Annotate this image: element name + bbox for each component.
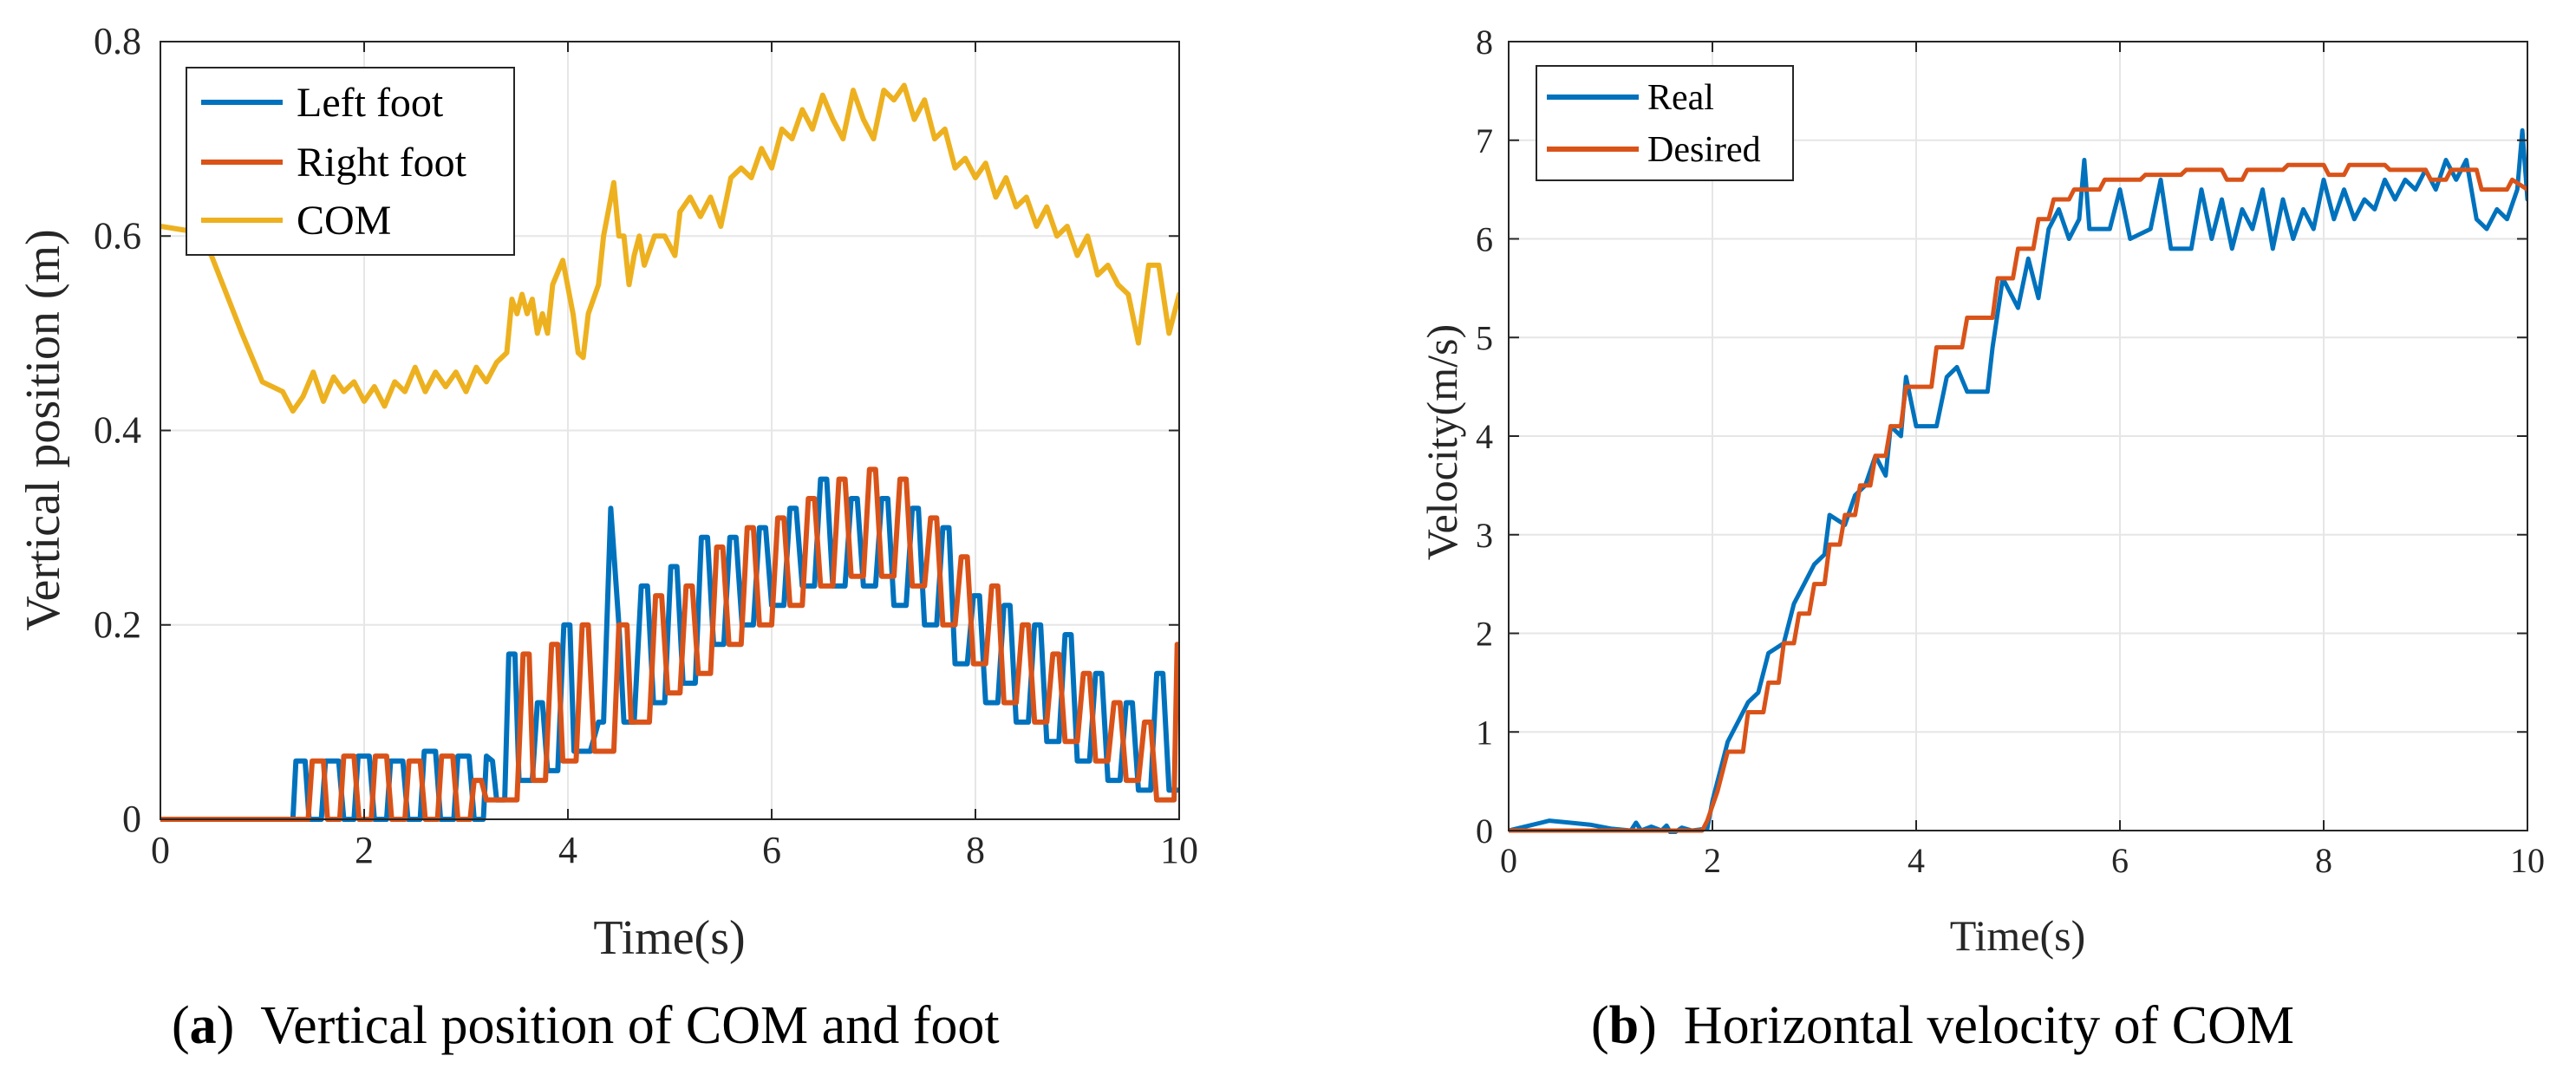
b-ytick-label-0: 0 bbox=[1476, 812, 1493, 851]
b-ticks: 0 2 4 6 8 10 0 1 2 3 4 5 6 7 8 bbox=[1476, 23, 2545, 880]
b-legend: Real Desired bbox=[1536, 65, 1794, 181]
b-series-desired bbox=[1509, 162, 2527, 833]
b-xtick-label-2: 4 bbox=[1908, 841, 1925, 880]
caption-a-text: Vertical position of COM and foot bbox=[260, 996, 1000, 1055]
a-legend-right-foot: Right foot bbox=[297, 140, 467, 186]
a-xtick-label-1: 2 bbox=[355, 829, 374, 871]
caption-b-label: b bbox=[1608, 996, 1640, 1055]
b-xtick-label-0: 0 bbox=[1500, 841, 1517, 880]
b-legend-real: Real bbox=[1647, 78, 1714, 118]
a-ytick-label-3: 0.6 bbox=[94, 214, 141, 257]
caption-b: (b) Horizontal velocity of COM bbox=[1591, 996, 2295, 1055]
b-ytick-label-1: 1 bbox=[1476, 713, 1493, 752]
a-xtick-label-5: 10 bbox=[1160, 829, 1198, 871]
a-xtick-label-4: 8 bbox=[966, 829, 985, 871]
b-ytick-label-3: 3 bbox=[1476, 516, 1493, 555]
a-xtick-label-0: 0 bbox=[151, 829, 170, 871]
a-ytick-label-4: 0.8 bbox=[94, 20, 141, 62]
a-ticks: 0 2 4 6 8 10 0 0.2 0.4 0.6 0.8 bbox=[94, 20, 1198, 871]
a-x-axis-label: Time(s) bbox=[593, 911, 745, 965]
b-ytick-label-5: 5 bbox=[1476, 318, 1493, 357]
a-series-com bbox=[160, 82, 1179, 414]
b-y-axis-label: Velocity(m/s) bbox=[1418, 324, 1466, 560]
b-ytick-label-6: 6 bbox=[1476, 220, 1493, 259]
b-xtick-label-5: 10 bbox=[2510, 841, 2545, 880]
a-ytick-label-2: 0.4 bbox=[94, 409, 141, 452]
a-ytick-label-0: 0 bbox=[122, 798, 141, 840]
caption-a-label: a bbox=[189, 996, 217, 1055]
b-ytick-label-8: 8 bbox=[1476, 23, 1493, 62]
a-series-right-foot bbox=[160, 466, 1179, 822]
a-legend-left-foot: Left foot bbox=[297, 80, 444, 126]
a-xtick-label-3: 6 bbox=[762, 829, 781, 871]
caption-a: (a) Vertical position of COM and foot bbox=[172, 996, 1000, 1055]
panel-a-vertical-position: 0 2 4 6 8 10 0 0.2 0.4 0.6 0.8 Time(s) Vertical po… bbox=[16, 20, 1198, 965]
a-xtick-label-2: 4 bbox=[558, 829, 577, 871]
b-legend-desired: Desired bbox=[1647, 130, 1761, 170]
b-series-lines bbox=[1509, 127, 2527, 834]
b-ytick-label-7: 7 bbox=[1476, 121, 1493, 160]
b-legend-box bbox=[1536, 65, 1794, 181]
a-legend: Left foot Right foot COM bbox=[186, 67, 515, 256]
a-series-lines bbox=[160, 82, 1179, 822]
a-y-axis-label: Vertical position (m) bbox=[16, 229, 70, 630]
caption-b-text: Horizontal velocity of COM bbox=[1683, 996, 2295, 1055]
b-xtick-label-3: 6 bbox=[2111, 841, 2129, 880]
b-x-axis-label: Time(s) bbox=[1950, 911, 2086, 960]
b-ytick-label-4: 4 bbox=[1476, 417, 1493, 456]
b-xtick-label-4: 8 bbox=[2315, 841, 2332, 880]
b-ytick-label-2: 2 bbox=[1476, 615, 1493, 654]
a-legend-com: COM bbox=[297, 198, 391, 244]
b-xtick-label-1: 2 bbox=[1704, 841, 1721, 880]
panel-b-horizontal-velocity: 0 2 4 6 8 10 0 1 2 3 4 5 6 7 8 Time(s) Velocity(m/s) R… bbox=[1418, 23, 2545, 960]
a-ytick-label-1: 0.2 bbox=[94, 603, 141, 646]
